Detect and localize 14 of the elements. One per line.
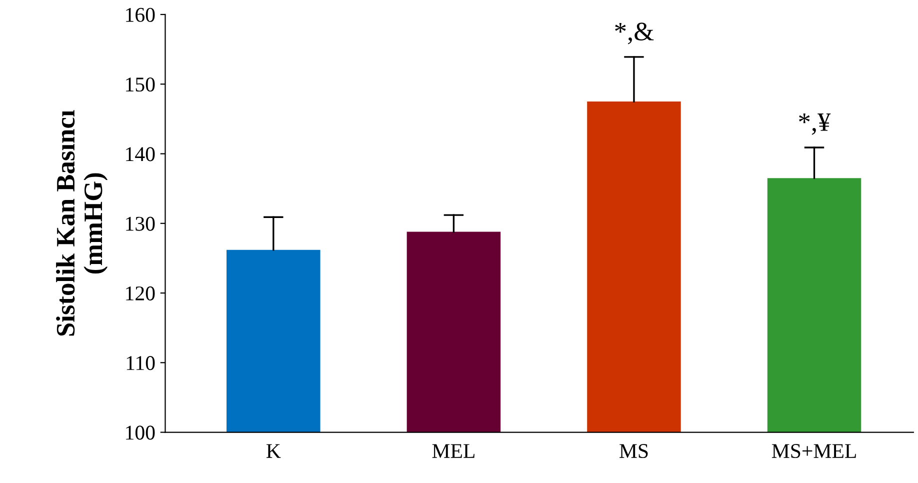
y-tick-label: 150 xyxy=(126,77,155,92)
x-tick-label: MEL xyxy=(432,444,474,458)
x-tick-label: MS xyxy=(620,444,648,458)
x-tick-label: MS+MEL xyxy=(772,444,856,458)
y-tick-label: 140 xyxy=(126,147,155,162)
y-tick-label: 100 xyxy=(126,426,155,440)
annotation: *,¥ xyxy=(799,113,831,135)
y-axis-title: Sistolik Kan Basıncı (mmHG) xyxy=(56,110,108,336)
y-tick-label: 130 xyxy=(126,216,155,231)
x-tick-label: K xyxy=(266,444,281,458)
y-tick-label: 120 xyxy=(126,286,155,300)
y-tick-label: 110 xyxy=(126,356,155,370)
annotation: *,& xyxy=(615,22,654,44)
y-tick-label: 160 xyxy=(126,8,155,22)
